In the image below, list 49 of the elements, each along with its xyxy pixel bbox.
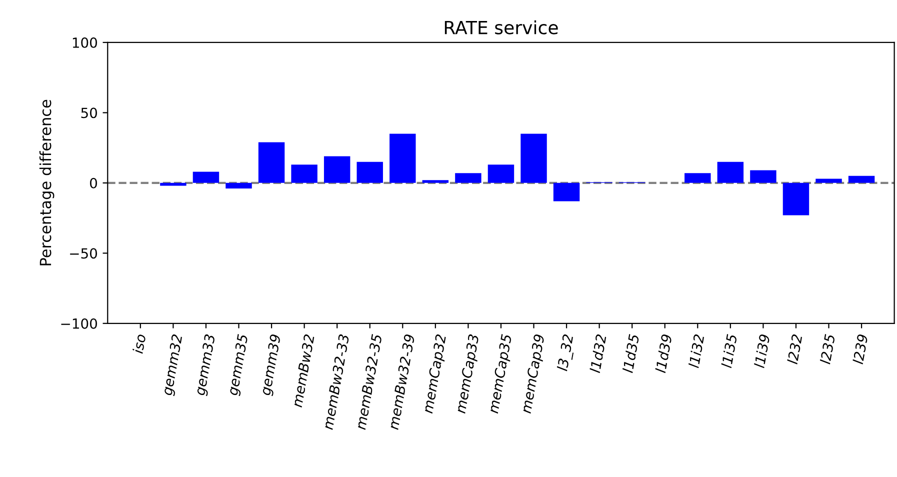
x-tick-label: iso: [132, 334, 146, 354]
bar: [324, 156, 350, 183]
bar: [717, 162, 744, 183]
bar: [750, 170, 776, 183]
x-tick-label: l3_32: [556, 334, 576, 372]
x-tick-label: gemm35: [227, 334, 251, 396]
bar: [192, 172, 220, 183]
y-tick-label: 100: [72, 37, 97, 48]
x-tick-label: memCap33: [454, 334, 482, 414]
x-tick-label: l1i32: [688, 334, 704, 368]
bar: [782, 182, 810, 216]
x-tick-label: memCap39: [520, 334, 548, 414]
bar: [553, 182, 580, 202]
bar: [816, 178, 842, 183]
x-tick-label: memBw32-35: [355, 334, 382, 430]
bar: [422, 180, 449, 183]
x-tick-label: memBw32: [292, 334, 315, 408]
x-tick-label: gemm32: [162, 334, 186, 396]
y-axis-title: Percentage difference: [39, 100, 54, 266]
y-tick-label: −50: [70, 248, 97, 259]
x-tick-label: memCap32: [422, 334, 449, 414]
x-tick-label: l1d35: [622, 334, 640, 374]
x-tick-label: l235: [820, 334, 836, 364]
bar: [455, 173, 482, 183]
x-tick-label: l239: [852, 334, 868, 364]
y-tick-label: −100: [61, 318, 97, 329]
bar: [488, 164, 514, 183]
y-tick-label: 0: [90, 178, 97, 188]
bar: [160, 182, 186, 186]
x-tick-label: gemm39: [260, 334, 284, 396]
chart-title: RATE service: [444, 20, 558, 34]
x-tick-label: memBw32-39: [388, 334, 415, 430]
x-tick-label: l1d39: [654, 334, 672, 374]
bar: [258, 142, 285, 183]
y-tick-label: 50: [81, 108, 97, 118]
bar: [356, 162, 383, 183]
bar: [520, 134, 547, 183]
x-tick-label: gemm33: [194, 334, 218, 396]
bar: [291, 164, 318, 183]
x-tick-label: memCap35: [488, 334, 514, 414]
x-tick-label: l1d32: [589, 334, 607, 374]
bar: [226, 182, 252, 189]
bar: [390, 134, 416, 183]
x-tick-label: l1i35: [720, 334, 738, 368]
x-tick-label: l1i39: [754, 334, 770, 368]
bar: [848, 176, 875, 183]
bar: [684, 173, 711, 183]
x-tick-label: l232: [786, 334, 802, 364]
x-tick-label: memBw32-33: [322, 334, 350, 430]
